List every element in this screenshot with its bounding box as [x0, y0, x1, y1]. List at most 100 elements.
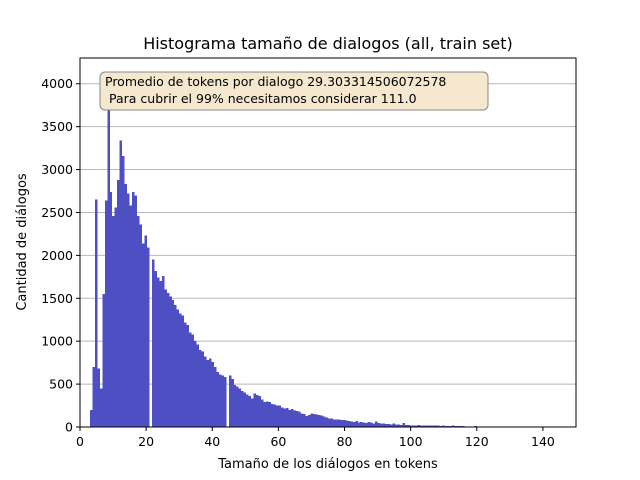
histogram-bar [422, 425, 425, 427]
histogram-bar [313, 414, 316, 427]
annotation-box: Promedio de tokens por dialogo 29.303314… [99, 71, 489, 111]
y-tick-label: 500 [49, 377, 73, 392]
histogram-bar [402, 423, 405, 427]
histogram-bar [367, 421, 371, 427]
histogram-bar [308, 414, 311, 427]
x-tick-label: 40 [204, 434, 220, 449]
histogram-bar [166, 293, 170, 427]
histogram-bar [102, 293, 105, 427]
histogram-bar [419, 425, 423, 427]
histogram-bar [99, 388, 103, 427]
histogram-bar [273, 404, 276, 427]
histogram-bar [97, 368, 100, 427]
histogram-bar [211, 361, 214, 427]
histogram-bar [196, 344, 200, 427]
x-axis-ticks: 0 20 40 60 80 100 120 140 [76, 427, 555, 449]
histogram-bar [452, 425, 455, 427]
histogram-bar [434, 425, 438, 427]
histogram-bar [169, 296, 172, 427]
histogram-bar [256, 395, 259, 427]
histogram-bar [201, 351, 204, 427]
histogram-bar [151, 259, 155, 427]
histogram-bar [253, 393, 257, 427]
histogram-bar [362, 422, 366, 427]
histogram-bar [119, 140, 123, 427]
histogram-bar [137, 215, 140, 427]
histogram-bar [330, 418, 333, 427]
histogram-bar [174, 305, 177, 427]
histogram-bar [318, 414, 321, 427]
annotation-box-background [99, 71, 489, 111]
histogram-bar [305, 415, 309, 427]
histogram-bar [293, 410, 296, 427]
x-tick-label: 60 [270, 434, 286, 449]
histogram-bar [268, 402, 271, 427]
plot-frame [79, 57, 577, 428]
histogram-bar [347, 420, 351, 427]
histogram-bar [261, 399, 264, 427]
histogram-bar [442, 425, 445, 427]
y-tick-label: 4000 [41, 76, 73, 91]
histogram-bar [394, 424, 398, 427]
histogram-bar [397, 424, 400, 427]
histogram-bar [290, 408, 294, 427]
histogram-bar [176, 309, 180, 427]
histogram-bar [146, 247, 150, 427]
histogram-bar [243, 392, 247, 427]
histogram-bar [94, 199, 98, 427]
histogram-bar [181, 315, 185, 427]
histogram-bar [233, 384, 237, 427]
histogram-bar [372, 423, 376, 427]
y-tick-label: 0 [65, 420, 73, 435]
histogram-bar [285, 408, 289, 427]
y-axis-ticks: 0 500 1000 1500 2000 2500 3000 3500 4000 [41, 76, 80, 435]
x-tick-label: 80 [337, 434, 353, 449]
histogram-bar [194, 341, 197, 427]
histogram-bar [189, 332, 192, 427]
histogram-bar [246, 394, 249, 427]
histogram-bar [385, 423, 388, 427]
histogram-bar [412, 425, 415, 427]
histogram-bar [298, 411, 301, 427]
histogram-bar [370, 422, 373, 427]
histogram-bar [154, 270, 157, 427]
histogram-bar [191, 334, 195, 427]
histogram-bar [258, 396, 262, 427]
histogram-bar [129, 205, 133, 427]
histogram-bar [139, 224, 142, 427]
histogram-bar [134, 195, 138, 427]
histogram-bar [221, 375, 224, 427]
histogram-bar [223, 377, 227, 427]
histogram-bar [275, 405, 279, 427]
histogram-bar [266, 401, 269, 427]
histogram-bar [424, 425, 428, 427]
histogram-bar [122, 155, 125, 427]
histogram-bar [352, 421, 356, 427]
histogram-bar [179, 313, 182, 427]
x-tick-label: 0 [76, 434, 84, 449]
histogram-bar [332, 419, 336, 427]
histogram-bar [380, 423, 383, 427]
histogram-bar [429, 425, 433, 427]
histogram-bar [427, 425, 430, 427]
histogram-bar [357, 422, 361, 427]
histogram-bar [392, 423, 395, 427]
histogram-bar [335, 419, 338, 427]
histogram-bar [417, 424, 420, 427]
histogram-bar [387, 423, 390, 427]
histogram-bar [206, 360, 209, 427]
histogram-bar [407, 424, 410, 427]
histogram-bar [248, 396, 252, 427]
histogram-bar [109, 191, 113, 427]
annotation-line-1: Promedio de tokens por dialogo 29.303314… [105, 74, 446, 89]
histogram-bar [328, 418, 331, 427]
histogram-bar [89, 409, 93, 427]
histogram-bar [270, 403, 274, 427]
annotation-line-2: Para cubrir el 99% necesitamos considera… [109, 91, 417, 106]
chart-title: Histograma tamaño de dialogos (all, trai… [143, 34, 513, 53]
y-tick-label: 3000 [41, 162, 73, 177]
histogram-bar [218, 374, 222, 427]
histogram-bar [216, 372, 219, 427]
histogram-bar [107, 75, 110, 428]
